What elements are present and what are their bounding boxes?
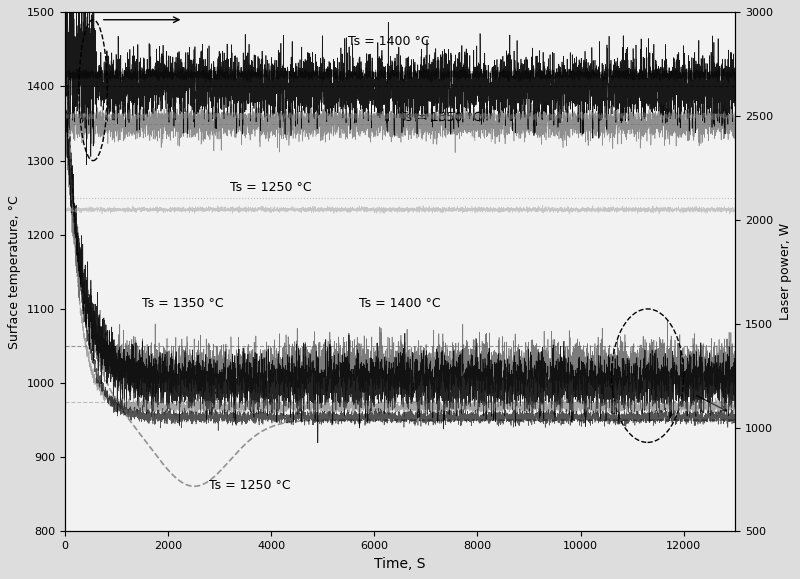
Text: Ts = 1250 °C: Ts = 1250 °C: [209, 479, 290, 492]
Text: Ts = 1250 °C: Ts = 1250 °C: [230, 181, 311, 194]
X-axis label: Time, S: Time, S: [374, 556, 426, 571]
Text: Ts = 1350 °C: Ts = 1350 °C: [142, 296, 224, 310]
Y-axis label: Surface temperature, °C: Surface temperature, °C: [8, 195, 22, 349]
Y-axis label: Laser power, W: Laser power, W: [778, 223, 792, 320]
Text: Ts = 1400 °C: Ts = 1400 °C: [358, 296, 440, 310]
Text: Ts = 1400 °C: Ts = 1400 °C: [349, 35, 430, 49]
Text: Ts = 1350 °C: Ts = 1350 °C: [400, 111, 482, 124]
